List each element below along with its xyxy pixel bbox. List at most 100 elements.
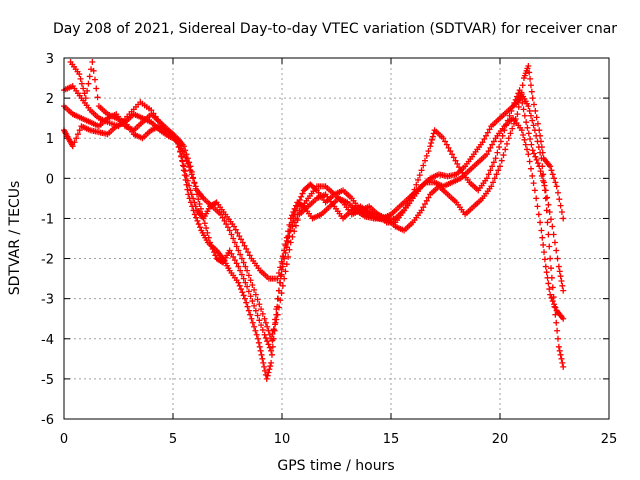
- data-point: [254, 312, 261, 319]
- data-point: [210, 249, 217, 256]
- data-point: [413, 181, 420, 188]
- data-point: [541, 256, 548, 263]
- data-point: [226, 247, 233, 254]
- data-point: [493, 171, 500, 178]
- data-point: [519, 82, 526, 89]
- data-point: [298, 193, 305, 200]
- data-point: [534, 203, 541, 210]
- data-point: [190, 174, 197, 181]
- data-point: [247, 311, 254, 318]
- data-point: [240, 275, 247, 282]
- data-point: [535, 211, 542, 218]
- data-point: [549, 298, 556, 305]
- data-point: [260, 359, 267, 366]
- data-point: [490, 159, 497, 166]
- data-point: [503, 122, 510, 129]
- data-point: [245, 288, 252, 295]
- data-point: [512, 115, 519, 122]
- data-point: [245, 272, 252, 279]
- data-point: [559, 359, 566, 366]
- data-point: [283, 261, 290, 268]
- data-point: [256, 301, 263, 308]
- data-point: [532, 107, 539, 114]
- data-point: [454, 160, 461, 167]
- data-point: [246, 252, 253, 259]
- x-tick-label: 10: [274, 432, 291, 447]
- series-track-d: [61, 87, 567, 354]
- data-point: [527, 136, 534, 143]
- data-point: [548, 216, 555, 223]
- data-point: [547, 291, 554, 298]
- data-point: [544, 194, 551, 201]
- data-point: [85, 80, 92, 87]
- data-point: [527, 82, 534, 89]
- data-point: [263, 375, 270, 382]
- data-point: [240, 292, 247, 299]
- data-point: [219, 214, 226, 221]
- data-point: [238, 255, 245, 262]
- data-point: [554, 255, 561, 262]
- data-point: [527, 165, 534, 172]
- data-point: [291, 205, 298, 212]
- data-point: [226, 227, 233, 234]
- data-point: [411, 186, 418, 193]
- data-point: [244, 283, 251, 290]
- data-point: [422, 201, 429, 208]
- data-point: [259, 355, 266, 362]
- data-point: [261, 331, 268, 338]
- data-point: [495, 167, 502, 174]
- data-point: [560, 363, 567, 370]
- data-point: [560, 215, 567, 222]
- data-point: [285, 253, 292, 260]
- data-point: [236, 282, 243, 289]
- data-point: [238, 236, 245, 243]
- data-point: [428, 140, 435, 147]
- data-point: [242, 279, 249, 286]
- data-point: [80, 85, 87, 92]
- data-point: [533, 195, 540, 202]
- data-point: [212, 200, 219, 207]
- data-point: [273, 306, 280, 313]
- data-point: [283, 244, 290, 251]
- data-point: [249, 319, 256, 326]
- data-point: [505, 135, 512, 142]
- data-point: [224, 224, 231, 231]
- data-point: [423, 152, 430, 159]
- data-point: [530, 122, 537, 129]
- data-point: [93, 85, 100, 92]
- data-point: [524, 124, 531, 131]
- data-point: [499, 132, 506, 139]
- data-point: [73, 135, 80, 142]
- data-point: [195, 221, 202, 228]
- data-point: [247, 293, 254, 300]
- data-point: [485, 148, 492, 155]
- data-point: [529, 95, 536, 102]
- data-point: [191, 199, 198, 206]
- data-point: [233, 260, 240, 267]
- data-point: [515, 90, 522, 97]
- data-point: [291, 228, 298, 235]
- data-point: [192, 185, 199, 192]
- data-point: [286, 221, 293, 228]
- data-point: [554, 327, 561, 334]
- data-point: [242, 263, 249, 270]
- data-point: [519, 99, 526, 106]
- data-point: [547, 163, 554, 170]
- data-point: [292, 215, 299, 222]
- data-point: [551, 175, 558, 182]
- data-point: [524, 146, 531, 153]
- data-point: [540, 241, 547, 248]
- data-point: [193, 191, 200, 198]
- data-point: [422, 157, 429, 164]
- data-point: [231, 239, 238, 246]
- data-point: [427, 143, 434, 150]
- data-point: [516, 87, 523, 94]
- y-tick-label: 3: [46, 52, 54, 67]
- y-tick-label: -1: [41, 212, 54, 227]
- x-tick-label: 15: [383, 432, 400, 447]
- data-point: [442, 138, 449, 145]
- data-point: [420, 162, 427, 169]
- y-tick-label: 1: [46, 132, 54, 147]
- data-point: [418, 167, 425, 174]
- data-point: [558, 278, 565, 285]
